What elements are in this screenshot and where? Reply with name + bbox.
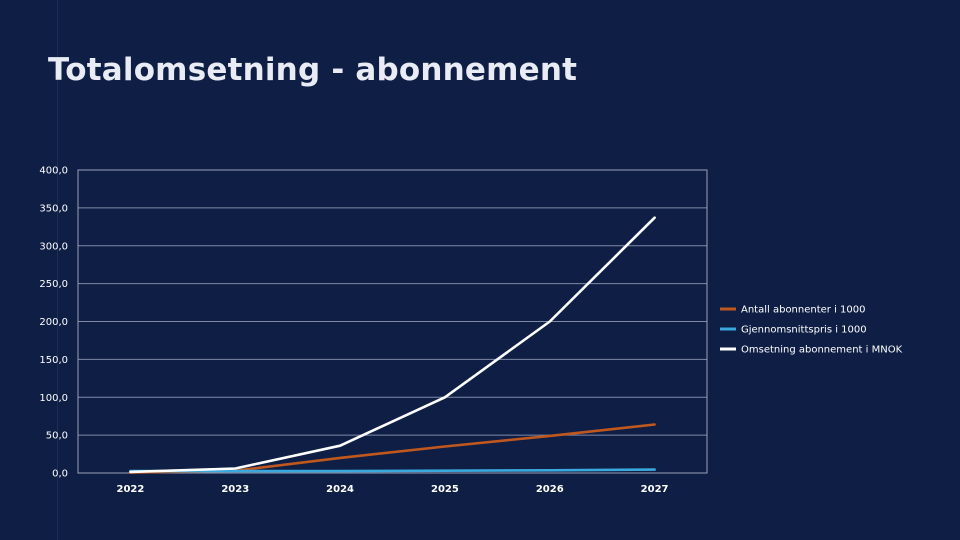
- y-tick-label: 400,0: [39, 166, 68, 177]
- legend-item[interactable]: Antall abonnenter i 1000: [720, 305, 866, 316]
- legend-label: Antall abonnenter i 1000: [741, 305, 866, 316]
- y-tick-label: 100,0: [39, 393, 68, 404]
- x-tick-label: 2027: [641, 484, 669, 495]
- series-line-3: [129, 216, 656, 474]
- legend-label: Gjennomsnittspris i 1000: [741, 325, 867, 336]
- legend-item[interactable]: Omsetning abonnement i MNOK: [720, 345, 903, 356]
- x-tick-label: 2023: [221, 484, 249, 495]
- x-tick-label: 2022: [116, 484, 144, 495]
- y-tick-label: 200,0: [39, 317, 68, 328]
- y-tick-label: 50,0: [46, 431, 68, 442]
- slide-title: Totalomsetning - abonnement: [48, 52, 578, 88]
- series-line-2: [129, 468, 656, 473]
- y-tick-label: 300,0: [39, 241, 68, 252]
- y-axis-ticks: 0,0 50,0 100,0 150,0 200,0 250,0 300,0 350,0 400…: [39, 166, 68, 480]
- y-tick-label: 150,0: [39, 355, 68, 366]
- y-tick-label: 250,0: [39, 279, 68, 290]
- series-line-1: [129, 423, 656, 474]
- legend-label: Omsetning abonnement i MNOK: [741, 345, 903, 356]
- x-axis-ticks: 2022 2023 2024 2025 2026 2027: [116, 484, 668, 495]
- legend-item[interactable]: Gjennomsnittspris i 1000: [720, 325, 867, 336]
- chart-gridlines: [78, 169, 707, 474]
- slide-guide-line: [57, 0, 58, 540]
- x-tick-label: 2026: [536, 484, 564, 495]
- x-tick-label: 2024: [326, 484, 354, 495]
- x-tick-label: 2025: [431, 484, 459, 495]
- chart-legend[interactable]: Antall abonnenter i 1000 Gjennomsnittspri…: [720, 305, 903, 356]
- chart-series: [129, 216, 656, 474]
- plot-area-frame: [77, 169, 708, 474]
- y-tick-label: 350,0: [39, 203, 68, 214]
- y-tick-label: 0,0: [52, 469, 68, 480]
